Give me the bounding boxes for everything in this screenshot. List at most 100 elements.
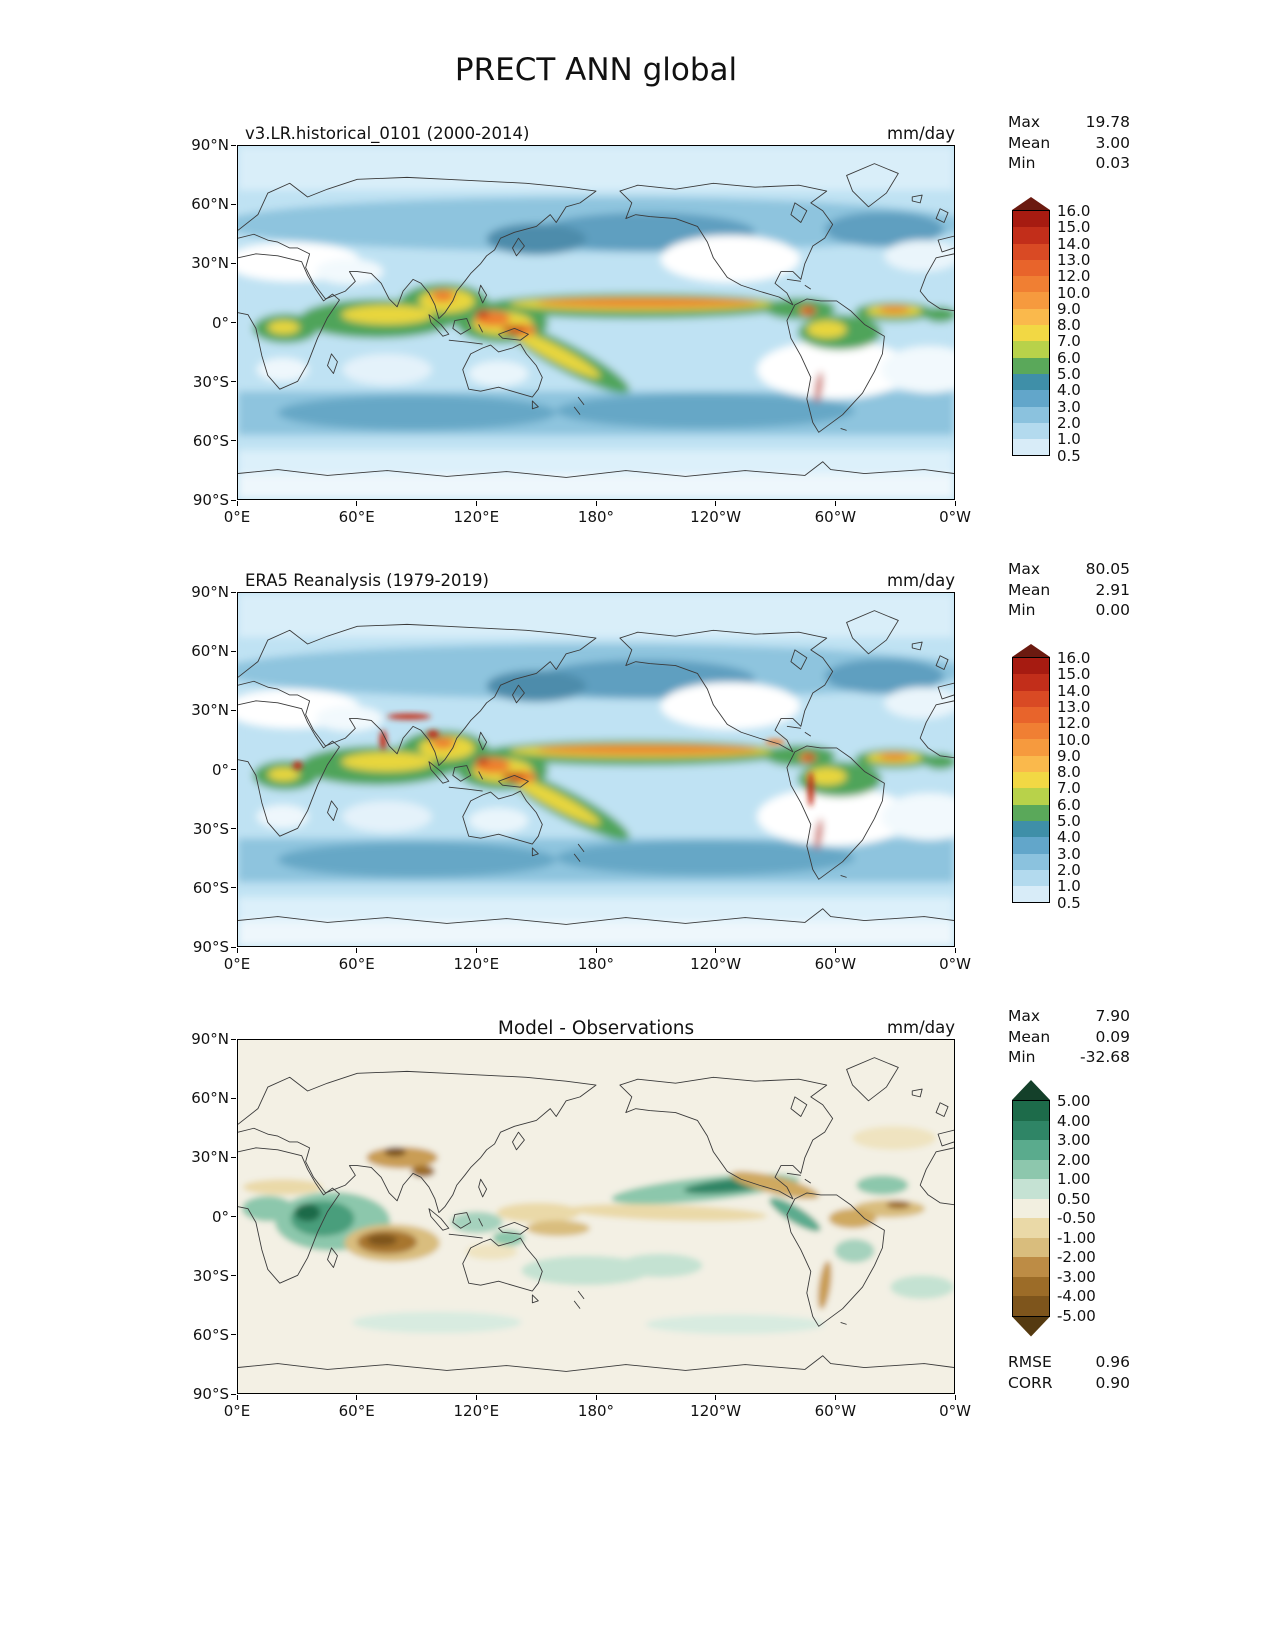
y-axis-tick-label: 60°S (192, 878, 229, 897)
x-axis-tick-label: 120°E (453, 955, 500, 973)
colorbar-tick-label: -4.00 (1057, 1287, 1096, 1305)
axis-tick-mark (715, 501, 717, 506)
axis-tick-mark (231, 591, 236, 593)
x-axis-tick-label: 0°W (939, 508, 971, 526)
colorbar-tick-label: 7.0 (1057, 779, 1081, 798)
axis-tick-mark (231, 828, 236, 830)
colorbar-extend-up-icon (1012, 1080, 1050, 1100)
units-label: mm/day (886, 124, 955, 143)
stat-row: Min 0.03 (1008, 153, 1130, 174)
colorbar-tick-label: 5.00 (1057, 1092, 1091, 1110)
axis-tick-mark (595, 948, 597, 953)
colorbar-body (1012, 1100, 1050, 1317)
colorbar-tick-label: 3.0 (1057, 397, 1081, 416)
map-plot-model (237, 145, 955, 500)
stat-value: 2.91 (1095, 580, 1130, 599)
x-axis-tick-label: 60°W (814, 955, 857, 973)
colorbar-body (1012, 657, 1050, 904)
colorbar-segment (1013, 1218, 1049, 1238)
axis-tick-mark (231, 1097, 236, 1099)
colorbar-segment (1013, 674, 1049, 691)
colorbar-tick-label: 0.5 (1057, 893, 1081, 912)
colorbar-tick-label: 2.0 (1057, 413, 1081, 432)
x-axis-tick-label: 60°E (338, 1402, 375, 1420)
axis-tick-mark (834, 501, 836, 506)
colorbar (1012, 644, 1050, 917)
colorbar-tick-label: 1.0 (1057, 430, 1081, 449)
axis-tick-mark (715, 1395, 717, 1400)
colorbar-tick-label: 3.00 (1057, 1131, 1091, 1149)
stat-value: 3.00 (1095, 133, 1130, 152)
colorbar-segment (1013, 1140, 1049, 1160)
axis-tick-mark (231, 1038, 236, 1040)
y-axis-tick-label: 30°N (191, 254, 229, 273)
colorbar-tick-label: 16.0 (1057, 202, 1091, 220)
colorbar-segment (1013, 422, 1049, 440)
colorbar (1012, 197, 1050, 470)
x-axis-tick-label: 180° (577, 1402, 615, 1420)
colorbar-tick-label: 1.0 (1057, 877, 1081, 896)
axis-tick-mark (231, 1393, 236, 1395)
axis-tick-mark (231, 709, 236, 711)
axis-tick-mark (231, 1216, 236, 1217)
colorbar-segment (1013, 658, 1049, 675)
y-axis-tick-label: 30°N (191, 1148, 229, 1167)
stat-value: -32.68 (1080, 1048, 1130, 1066)
x-axis-tick-label: 120°E (453, 1402, 500, 1420)
x-axis-tick-label: 120°W (690, 1402, 742, 1420)
stat-row: Mean 2.91 (1008, 580, 1130, 601)
axis-tick-mark (356, 501, 358, 506)
colorbar-tick-label: 14.0 (1057, 681, 1091, 700)
colorbar-tick-label: 5.0 (1057, 365, 1081, 383)
panel-model: v3.LR.historical_0101 (2000-2014) mm/day… (0, 110, 1275, 562)
stat-value: 0.09 (1095, 1027, 1130, 1046)
y-axis-tick-label: 30°S (192, 819, 229, 838)
axis-tick-mark (475, 501, 477, 506)
stat-row: Max 80.05 (1008, 559, 1130, 580)
map-plot-era5 (237, 592, 955, 947)
colorbar-tick-label: 7.0 (1057, 332, 1081, 351)
colorbar-segment (1013, 1237, 1049, 1257)
colorbar-tick-label: 4.0 (1057, 828, 1081, 847)
y-axis-tick-label: 60°S (192, 1325, 229, 1344)
colorbar-tick-label: 15.0 (1057, 665, 1091, 684)
x-axis-tick-label: 0°E (223, 1402, 251, 1420)
x-axis-tick-label: 180° (577, 955, 615, 973)
colorbar-tick-label: 6.0 (1057, 795, 1081, 814)
colorbar-tick-label: 9.0 (1057, 299, 1081, 318)
stat-value: 7.90 (1095, 1007, 1130, 1025)
colorbar-tick-label: 13.0 (1057, 697, 1091, 716)
y-axis-tick-label: 30°S (192, 1266, 229, 1285)
panel-title: v3.LR.historical_0101 (2000-2014) (245, 124, 530, 143)
stat-row: Max 7.90 (1008, 1006, 1130, 1027)
y-axis-tick-label: 0° (211, 1207, 229, 1226)
stat-row: Mean 3.00 (1008, 133, 1130, 154)
colorbar-segment (1013, 259, 1049, 277)
colorbar-tick-label: -2.00 (1057, 1248, 1096, 1266)
panel-title: Model - Observations (497, 1018, 695, 1039)
colorbar-segment (1013, 690, 1049, 707)
colorbar-segment (1013, 772, 1049, 789)
colorbar-segment (1013, 1101, 1049, 1121)
axis-tick-mark (231, 144, 236, 146)
axis-tick-mark (231, 499, 236, 501)
colorbar-tick-label: 12.0 (1057, 714, 1091, 733)
panel-title: ERA5 Reanalysis (1979-2019) (245, 571, 489, 590)
axis-tick-mark (231, 381, 236, 383)
colorbar-tick-label: 10.0 (1057, 730, 1091, 749)
colorbar-tick-label: 1.00 (1057, 1170, 1091, 1188)
colorbar-tick-label: 0.5 (1057, 446, 1081, 465)
colorbar-tick-label: -3.00 (1057, 1267, 1096, 1286)
colorbar-segment (1013, 755, 1049, 773)
stats-block: Max 80.05 Mean 2.91 Min 0.00 (1008, 559, 1130, 621)
x-axis-tick-label: 120°W (690, 955, 742, 973)
x-axis-tick-label: 180° (577, 508, 615, 526)
x-axis-tick-label: 0°E (223, 955, 251, 973)
colorbar-segment (1013, 406, 1049, 423)
colorbar-extend-down-icon (1012, 1316, 1050, 1337)
stat-row: Min 0.00 (1008, 600, 1130, 621)
colorbar-segment (1013, 292, 1049, 309)
stat-row: Min -32.68 (1008, 1047, 1130, 1068)
stat-label: CORR (1008, 1373, 1053, 1392)
stat-label: Min (1008, 1048, 1036, 1066)
